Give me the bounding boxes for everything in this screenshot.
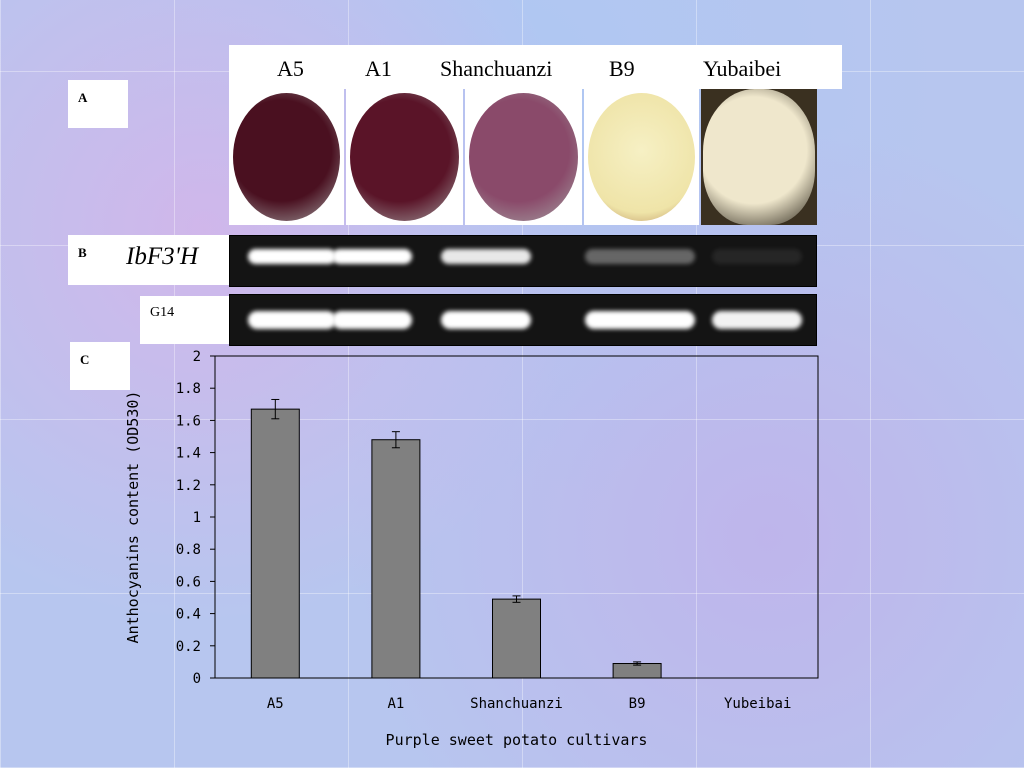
y-tick-label: 1.8	[176, 381, 201, 397]
y-tick-label: 0.6	[176, 574, 201, 590]
y-tick-label: 1.2	[176, 478, 201, 494]
x-tick-label: A1	[387, 696, 404, 712]
tuber-slice	[588, 93, 695, 221]
tuber-slice	[350, 93, 459, 221]
tuber-photo-4	[701, 89, 817, 225]
x-tick-label: Yubeibai	[724, 696, 791, 712]
target-gene-box: IbF3'H	[112, 235, 229, 285]
cultivar-label-shanchuanzi: Shanchuanzi	[440, 56, 553, 81]
bar-Shanchuanzi	[492, 598, 541, 679]
bar-A5	[250, 408, 300, 679]
gel-control-band-3	[585, 311, 695, 329]
gel-target-band-0	[248, 249, 336, 264]
gel-control-band-0	[248, 311, 336, 329]
anthocyanin-chart: 0 0.2 0.4 0.6 0.8 1 1.2 1.4 1.6 1.8 2 A5 A1 Shanchuan…	[100, 340, 860, 760]
tuber-photo-3	[584, 89, 699, 225]
cultivar-label-a5: A5	[277, 56, 304, 81]
cultivar-label-b9: B9	[609, 56, 635, 81]
cultivar-label-yubaibei: Yubaibei	[703, 56, 782, 81]
tuber-slice	[233, 93, 340, 221]
gel-control-band-4	[712, 311, 802, 329]
x-tick-label: Shanchuanzi	[470, 696, 563, 712]
y-tick-label: 0.4	[176, 607, 201, 623]
y-tick-label: 0.2	[176, 639, 201, 655]
tuber-slice	[469, 93, 578, 221]
tuber-slice	[703, 89, 815, 225]
x-tick-label: A5	[267, 696, 284, 712]
bar-B9	[612, 663, 662, 679]
bar-A1	[371, 439, 421, 679]
target-gene-label: IbF3'H	[126, 243, 198, 270]
control-gene-label: G14	[150, 305, 175, 320]
panel-a-label: A	[68, 80, 128, 128]
gel-target-band-2	[441, 249, 531, 264]
gel-target-band-4	[712, 249, 802, 264]
y-tick-label: 1.6	[176, 413, 201, 429]
gel-target-band-1	[332, 249, 412, 264]
control-gene-box: G14	[140, 296, 229, 344]
y-tick-label: 2	[193, 349, 201, 365]
chart-svg: 0 0.2 0.4 0.6 0.8 1 1.2 1.4 1.6 1.8 2 A5 A1 Shanchuan…	[124, 349, 819, 749]
gel-control-band-1	[332, 311, 412, 329]
cultivar-label-a1: A1	[365, 56, 392, 81]
tuber-photo-0	[229, 89, 344, 225]
target-gel	[229, 235, 817, 287]
y-tick-label: 0.8	[176, 542, 201, 558]
gel-target-band-3	[585, 249, 695, 264]
panel-c-label: C	[70, 342, 130, 390]
tuber-photo-2	[465, 89, 582, 225]
y-tick-label: 1.4	[176, 446, 201, 462]
y-tick-label: 0	[193, 671, 201, 687]
x-axis-label: Purple sweet potato cultivars	[386, 731, 648, 749]
cultivar-header: A5 A1 Shanchuanzi B9 Yubaibei	[229, 45, 842, 89]
gel-control-band-2	[441, 311, 531, 329]
tuber-photo-1	[346, 89, 463, 225]
y-axis-label: Anthocyanins content (OD530)	[124, 391, 142, 644]
y-tick-label: 1	[193, 510, 201, 526]
control-gel	[229, 294, 817, 346]
x-tick-label: B9	[629, 696, 646, 712]
